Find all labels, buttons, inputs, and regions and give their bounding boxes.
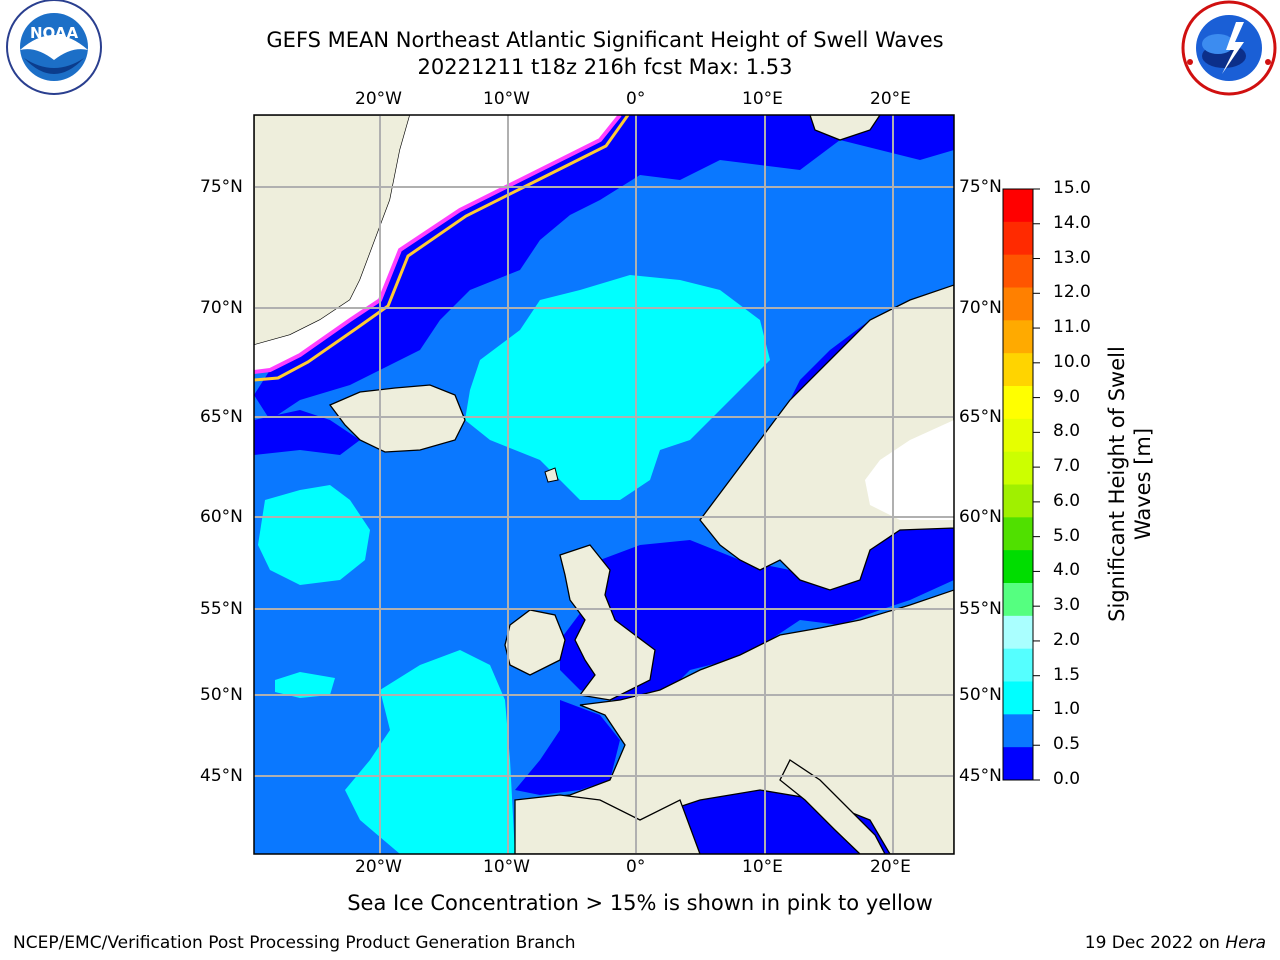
colorbar-tick-label: 0.0 [1053,769,1081,789]
colorbar-tick-label: 0.5 [1053,734,1081,755]
colorbar-tick-label: 4.0 [1053,560,1081,581]
lon-label-top-20e: 20°E [870,89,911,109]
colorbar-tick-label: 5.0 [1053,525,1081,546]
colorbar-segment [1003,517,1033,551]
colorbar-segment [1003,615,1033,650]
lat-label-right-60n: 60°N [959,507,1002,527]
noaa-logo-text: NOAA [30,24,79,42]
colorbar-tick-label: 10.0 [1053,351,1091,372]
lon-label-top-0: 0° [626,89,646,109]
sea-ice-edge-inner [254,115,630,382]
colorbar-tick-label: 12.0 [1053,282,1091,303]
sea-ice-edge [254,115,622,374]
colorbar-segment [1003,287,1033,321]
chart-title: GEFS MEAN Northeast Atlantic Significant… [266,28,944,52]
lon-label-top-10w: 10°W [483,89,530,109]
land-svalbard [809,115,881,141]
swell-mid-atlantic-west [258,485,370,585]
map-frame [253,114,955,855]
colorbar-tick-label: 3.0 [1053,595,1081,616]
lat-label-left-65n: 65°N [200,407,243,427]
colorbar-segment [1003,747,1033,781]
lat-label-right-70n: 70°N [959,298,1002,318]
lat-label-right-75n: 75°N [959,177,1002,197]
lat-label-left-45n: 45°N [200,766,243,786]
colorbar-tick-label: 13.0 [1053,247,1091,268]
colorbar-tick-label: 6.0 [1053,490,1081,511]
swell-mid-atlantic-south [345,650,515,854]
land-faroe [544,467,559,483]
lon-label-top-10e: 10°E [742,89,783,109]
footer-organization: NCEP/EMC/Verification Post Processing Pr… [13,933,576,953]
land-continental-europe [514,589,954,854]
colorbar-segment [1003,681,1033,715]
colorbar-segment [1003,386,1033,420]
lat-label-left-55n: 55°N [200,599,243,619]
colorbar-segment [1003,451,1033,485]
swell-low-bay-of-biscay [515,700,620,795]
lat-label-left-60n: 60°N [200,507,243,527]
colorbar-segment [1003,254,1033,288]
colorbar-label: Significant Height of Swell Waves [m] [1105,346,1155,622]
colorbar-tick-label: 15.0 [1053,178,1091,198]
lat-label-right-55n: 55°N [959,599,1002,619]
colorbar-segment [1003,648,1033,682]
colorbar-segment [1003,189,1033,223]
land-great-britain [559,544,656,701]
colorbar-segment [1003,583,1033,617]
swell-mid-atlantic-blob [275,672,335,698]
colorbar-segment [1003,320,1033,354]
colorbar-tick-label: 14.0 [1053,212,1091,233]
footer-host: Hera [1225,933,1266,953]
lat-label-right-50n: 50°N [959,685,1002,705]
graticule [254,115,954,854]
colorbar-tick-label: 7.0 [1053,456,1081,477]
colorbar-segment [1003,221,1033,256]
colorbar-segment [1003,353,1033,387]
land-iceland [328,384,466,453]
colorbar-segment [1003,550,1033,584]
chart-subtitle: 20221211 t18z 216h fcst Max: 1.53 [417,55,793,79]
colorbar-segment [1003,418,1033,453]
lat-label-right-65n: 65°N [959,407,1002,427]
colorbar-tick-label: 9.0 [1053,386,1081,407]
lat-label-left-70n: 70°N [200,298,243,318]
lon-label-top-20w: 20°W [355,89,402,109]
lon-label-bottom-20w: 20°W [355,857,402,877]
colorbar-tick-label: 11.0 [1053,317,1091,338]
colorbar-tick-label: 1.0 [1053,699,1081,720]
colorbar-segment [1003,714,1033,748]
colorbar [1002,188,1040,781]
sea-ice-caption: Sea Ice Concentration > 15% is shown in … [347,891,933,915]
land-gulf-of-bothnia-ice [865,420,954,520]
lat-label-left-75n: 75°N [200,177,243,197]
noaa-logo: NOAA [6,0,102,95]
lat-label-right-45n: 45°N [959,766,1002,786]
land-ireland [504,609,566,676]
footer-date: 19 Dec 2022 on Hera [1085,933,1266,953]
lat-label-left-50n: 50°N [200,685,243,705]
swell-mid-norwegian-sea [465,275,770,500]
lon-label-bottom-10w: 10°W [483,857,530,877]
colorbar-tick-label: 2.0 [1053,629,1081,650]
colorbar-tick-label: 1.5 [1053,664,1081,685]
colorbar-tick-label: 8.0 [1053,421,1081,442]
lon-label-bottom-0: 0° [626,857,646,877]
lon-label-bottom-10e: 10°E [742,857,783,877]
colorbar-segment [1003,484,1033,518]
nws-logo [1181,0,1277,96]
lon-label-bottom-20e: 20°E [870,857,911,877]
land-iberia [514,794,701,854]
swell-low-iceland-strait [254,410,360,455]
footer-date-text: 19 Dec 2022 on [1084,933,1226,953]
land-italy [779,759,886,854]
